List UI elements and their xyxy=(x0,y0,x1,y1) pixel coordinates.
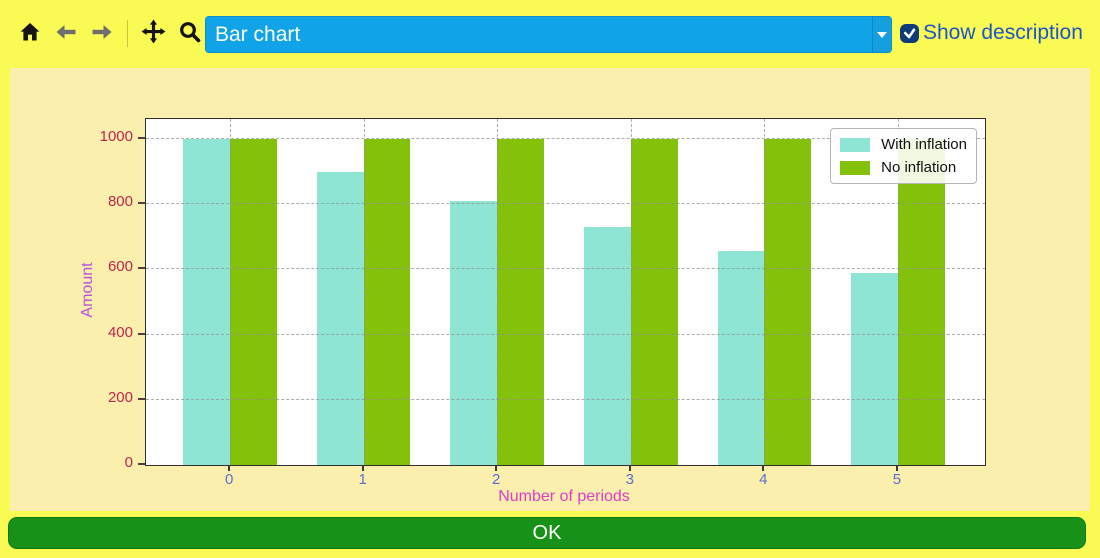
chart-type-selected-value: Bar chart xyxy=(215,22,301,46)
plot-area[interactable]: With inflation No inflation xyxy=(145,118,986,466)
gridline xyxy=(764,119,766,465)
x-tick-mark xyxy=(628,466,631,471)
checkbox-check-icon xyxy=(899,23,920,44)
back-button[interactable] xyxy=(48,20,84,47)
home-icon xyxy=(18,20,42,47)
x-tick-label: 2 xyxy=(492,471,501,488)
legend-label: With inflation xyxy=(881,136,967,153)
legend-swatch xyxy=(840,137,871,152)
y-tick-mark xyxy=(138,332,145,335)
bar-no-inflation-4 xyxy=(764,138,812,465)
forward-button[interactable] xyxy=(84,20,120,47)
x-tick-label: 4 xyxy=(759,471,768,488)
y-tick-label: 0 xyxy=(124,454,133,471)
zoom-button[interactable] xyxy=(172,20,208,47)
x-tick-label: 3 xyxy=(625,471,634,488)
bar-with-inflation-4 xyxy=(717,251,765,465)
bar-with-inflation-2 xyxy=(450,200,498,465)
gridline xyxy=(146,398,985,400)
x-tick-mark xyxy=(895,466,898,471)
legend-label: No inflation xyxy=(881,159,957,176)
gridline xyxy=(146,203,985,205)
gridline xyxy=(146,268,985,270)
chevron-down-icon[interactable] xyxy=(872,17,891,52)
gridline xyxy=(146,137,985,139)
bar-with-inflation-1 xyxy=(316,171,364,465)
x-tick-mark xyxy=(361,466,364,471)
pan-icon xyxy=(141,19,166,47)
toolbar-separator xyxy=(127,19,128,47)
gridline xyxy=(363,119,365,465)
chart-type-select[interactable]: Bar chart xyxy=(205,16,892,53)
y-tick-mark xyxy=(138,463,145,465)
zoom-icon xyxy=(178,20,202,47)
legend-item: No inflation xyxy=(840,159,967,176)
legend-item: With inflation xyxy=(840,136,967,153)
bar-with-inflation-5 xyxy=(851,272,898,465)
back-icon xyxy=(54,20,78,47)
ok-button[interactable]: OK xyxy=(8,517,1086,549)
y-tick-label: 1000 xyxy=(99,127,133,145)
y-tick-mark xyxy=(138,136,145,139)
gridline xyxy=(497,119,499,465)
chart-toolbar: Bar chart Show description xyxy=(0,0,1100,66)
bar-no-inflation-1 xyxy=(363,138,411,465)
y-tick-mark xyxy=(138,397,145,400)
show-description-label: Show description xyxy=(923,21,1083,44)
bar-no-inflation-0 xyxy=(230,138,277,465)
show-description-button[interactable]: Show description xyxy=(899,21,1083,45)
gridline xyxy=(146,333,985,335)
y-tick-mark xyxy=(138,202,145,205)
bar-no-inflation-5 xyxy=(897,138,945,465)
x-tick-label: 0 xyxy=(224,471,234,488)
chart-figure: Amount Number of periods With inflation N… xyxy=(10,68,1090,511)
x-tick-label: 1 xyxy=(358,471,367,488)
pan-button[interactable] xyxy=(135,19,172,47)
y-tick-label: 400 xyxy=(107,323,133,341)
x-tick-mark xyxy=(762,466,765,471)
y-tick-mark xyxy=(138,267,145,270)
y-tick-label: 600 xyxy=(107,258,133,276)
x-axis-label: Number of periods xyxy=(498,488,630,505)
y-tick-label: 200 xyxy=(107,388,133,406)
bar-with-inflation-0 xyxy=(183,138,231,465)
y-tick-label: 800 xyxy=(107,193,133,211)
home-button[interactable] xyxy=(12,20,48,47)
legend-swatch xyxy=(840,160,871,175)
x-tick-label: 5 xyxy=(892,471,902,488)
bar-no-inflation-3 xyxy=(630,138,678,465)
forward-icon xyxy=(90,20,114,47)
gridline xyxy=(897,119,899,465)
x-tick-mark xyxy=(495,466,498,471)
gridline xyxy=(630,119,632,465)
bar-with-inflation-3 xyxy=(584,227,631,465)
x-tick-mark xyxy=(228,466,231,471)
gridline xyxy=(230,119,232,465)
legend: With inflation No inflation xyxy=(830,128,977,184)
bar-no-inflation-2 xyxy=(497,138,544,465)
